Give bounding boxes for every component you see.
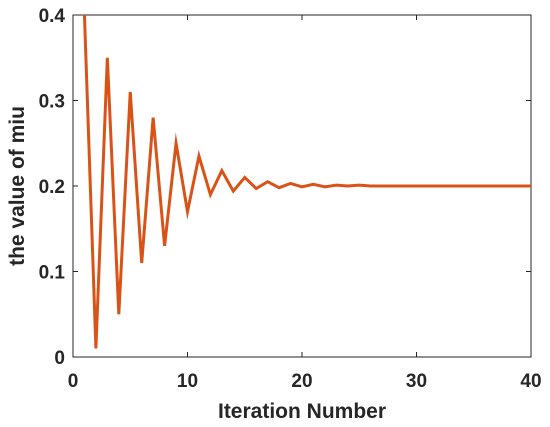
x-tick-labels: 0 10 20 30 40 xyxy=(68,371,542,392)
plot-area xyxy=(72,14,532,358)
x-tick-label: 0 xyxy=(68,371,79,392)
y-axis-label: the value of miu xyxy=(6,106,29,266)
y-tick-label: 0.1 xyxy=(39,263,66,284)
y-tick-label: 0.3 xyxy=(39,92,65,113)
x-tick-label: 10 xyxy=(177,371,198,392)
x-tick-label: 30 xyxy=(406,371,427,392)
y-tick-label: 0.2 xyxy=(39,177,65,198)
y-tick-label: 0 xyxy=(54,348,65,369)
series-line xyxy=(82,14,531,349)
x-tick-label: 20 xyxy=(291,371,312,392)
y-tick-labels: 0 0.1 0.2 0.3 0.4 xyxy=(39,6,66,369)
x-tick-label: 40 xyxy=(520,371,541,392)
y-tick-label: 0.4 xyxy=(39,6,66,27)
x-axis-label: Iteration Number xyxy=(218,400,386,423)
